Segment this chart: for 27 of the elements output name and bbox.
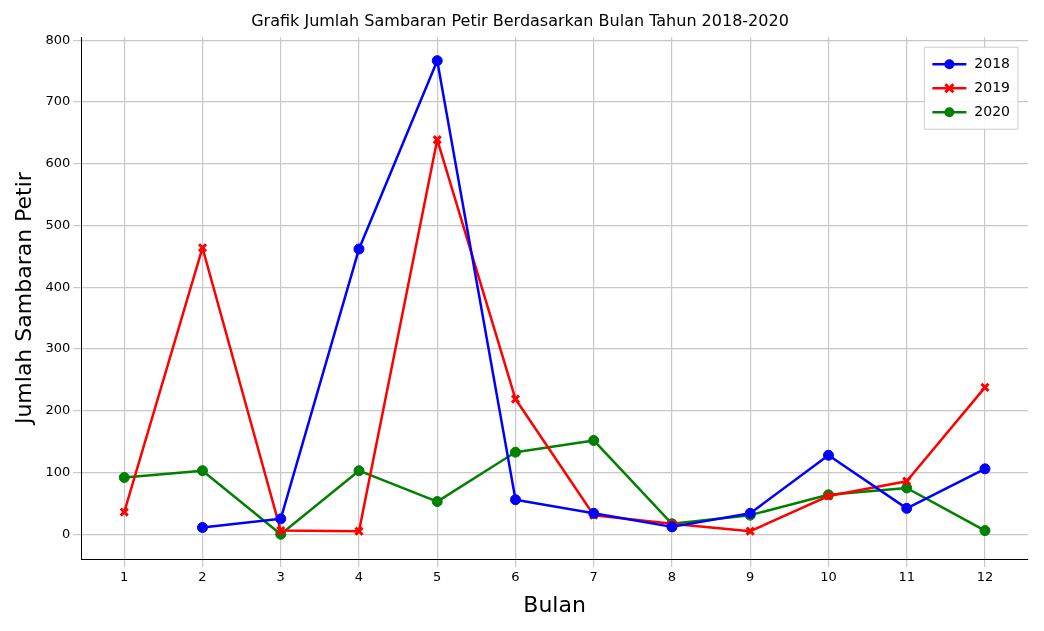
x-tick-label: 2 (198, 569, 207, 585)
legend-label: 2019 (974, 78, 1011, 95)
x-tick-label: 12 (976, 569, 994, 585)
x-tick-label: 1 (120, 569, 129, 585)
x-tick-label: 4 (354, 569, 364, 585)
chart-title: Grafik Jumlah Sambaran Petir Berdasarkan Bulan Tahun 2018-2020 (251, 10, 789, 30)
y-tick-label: 200 (45, 402, 71, 418)
y-tick-label: 0 (61, 525, 71, 541)
y-tick-label: 600 (45, 155, 71, 171)
y-tick-label: 500 (45, 216, 71, 232)
legend-label: 2018 (974, 54, 1011, 71)
x-tick-label: 5 (433, 569, 442, 585)
x-tick-label: 11 (898, 569, 915, 585)
x-tick-label: 6 (511, 569, 520, 585)
x-tick-label: 10 (820, 569, 837, 585)
y-tick-label: 400 (45, 278, 71, 294)
y-tick-label: 100 (45, 463, 71, 479)
x-axis-title: Bulan (523, 591, 586, 617)
y-tick-label: 800 (45, 31, 71, 47)
y-tick-label: 700 (45, 93, 71, 109)
x-tick-label: 3 (276, 569, 285, 585)
legend-label: 2020 (974, 102, 1011, 119)
y-tick-label: 300 (45, 340, 71, 356)
y-axis-title: Jumlah Sambaran Petir (10, 171, 36, 427)
x-tick-label: 9 (746, 569, 755, 585)
x-tick-label: 8 (667, 569, 677, 585)
x-tick-label: 7 (589, 569, 598, 585)
